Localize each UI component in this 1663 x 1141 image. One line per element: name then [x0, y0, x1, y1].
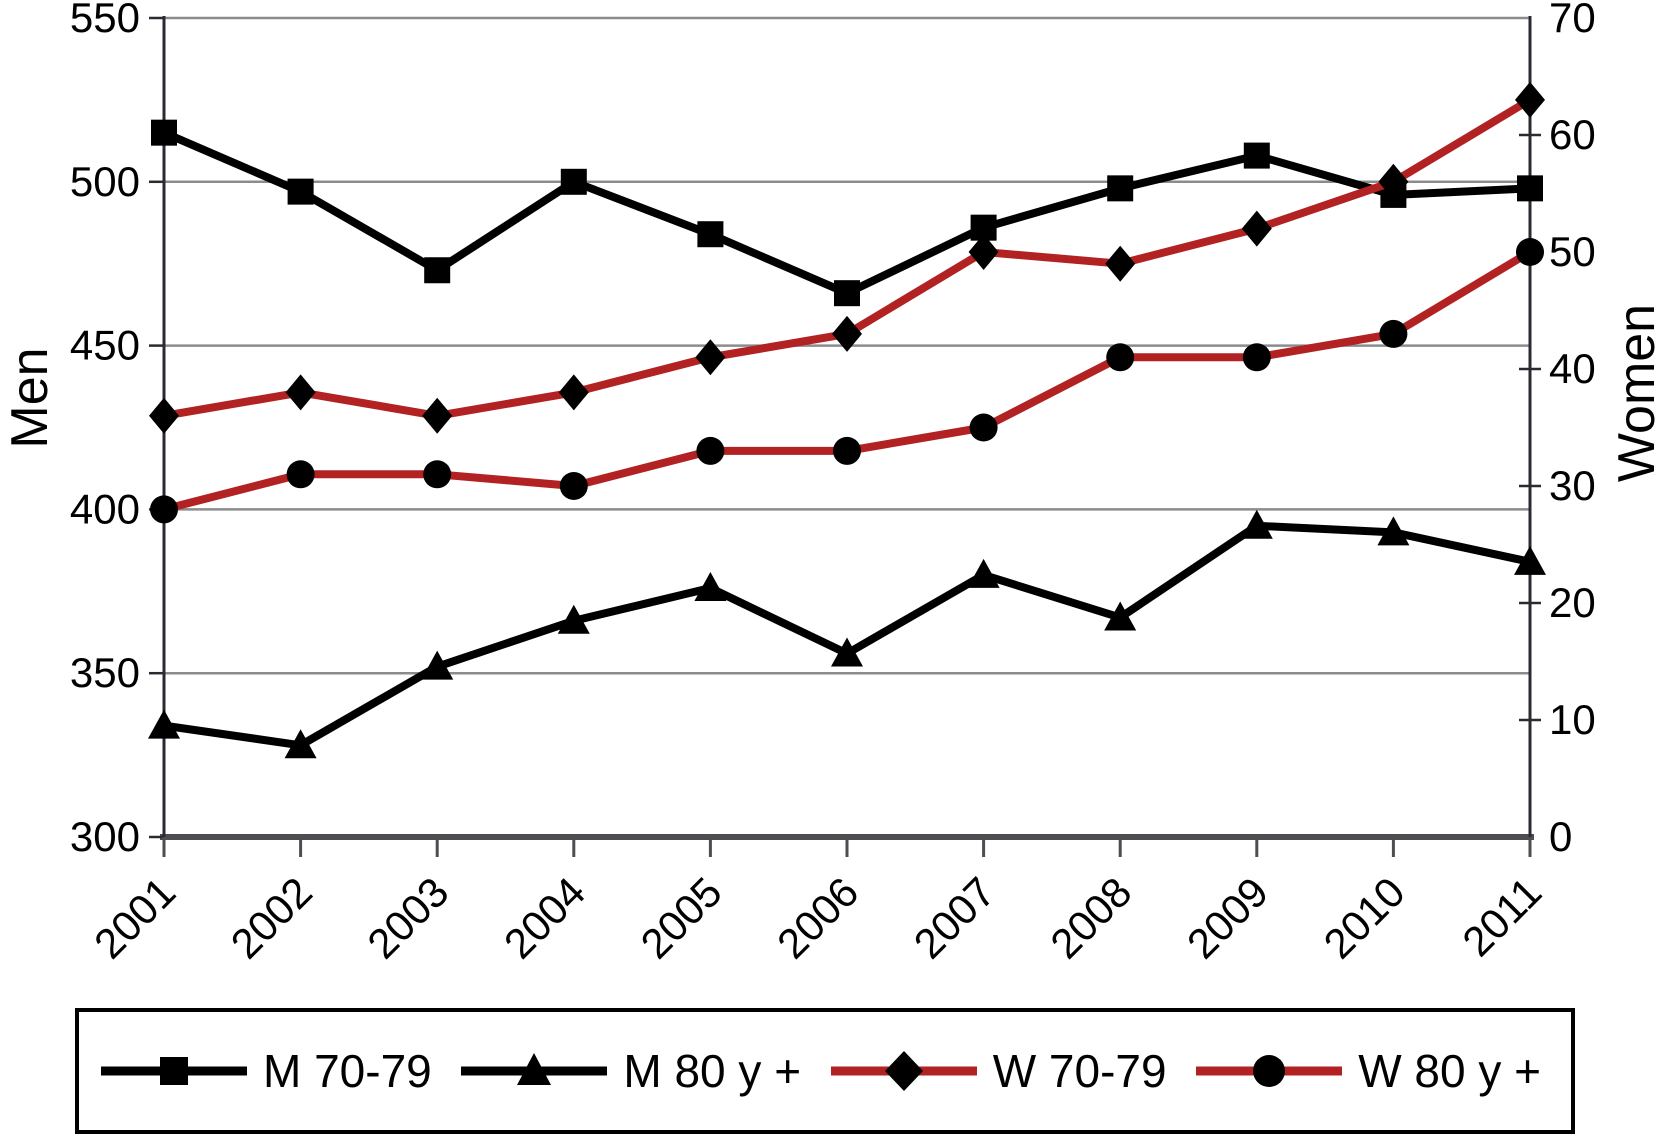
- x-axis-year-label: 2003: [358, 868, 457, 967]
- circle-marker-icon: [969, 413, 998, 442]
- series-line-w-70-79: [160, 95, 1534, 420]
- circle-marker-icon: [833, 436, 861, 465]
- diamond-marker-icon: [1515, 81, 1545, 118]
- diamond-marker-icon: [1378, 163, 1409, 200]
- x-axis-year-label: 2004: [495, 868, 594, 967]
- triangle-marker-icon: [284, 729, 317, 759]
- square-marker-icon: [287, 178, 314, 205]
- square-marker-icon: [424, 257, 451, 284]
- circle-marker-icon: [1106, 343, 1135, 372]
- legend-line-circle-icon: [1196, 1055, 1343, 1087]
- x-axis-year-label: 2008: [1041, 868, 1140, 967]
- square-marker-icon: [1517, 175, 1543, 202]
- legend-label: W 80 y +: [1358, 1045, 1541, 1097]
- diamond-marker-icon: [285, 374, 316, 411]
- x-axis-year-label: 2010: [1314, 868, 1413, 967]
- legend-label: M 70-79: [263, 1045, 432, 1097]
- triangle-marker-icon: [694, 572, 727, 602]
- diamond-marker-icon: [968, 234, 999, 270]
- legend-item-w-70-79: W 70-79: [829, 1044, 1167, 1098]
- circle-marker-icon: [1516, 238, 1544, 266]
- triangle-marker-icon: [517, 1053, 552, 1085]
- square-marker-icon: [1107, 175, 1134, 202]
- triangle-marker-icon: [1240, 509, 1273, 539]
- legend-line-triangle-icon: [461, 1053, 608, 1085]
- legend-item-m-70-79: M 70-79: [99, 1044, 432, 1098]
- legend: M 70-79 M 80 y + W 70-79 W 80 y +: [75, 1008, 1575, 1134]
- right-axis-tick-label: 30: [1549, 462, 1596, 509]
- x-axis-year-label: 2006: [768, 868, 867, 967]
- right-axis-tick-label: 10: [1549, 696, 1596, 743]
- diamond-marker-icon: [1105, 245, 1136, 282]
- diamond-marker-icon: [884, 1051, 923, 1091]
- diamond-marker-icon: [695, 339, 726, 376]
- diamond-marker-icon: [1241, 210, 1272, 247]
- triangle-marker-icon: [1377, 516, 1410, 546]
- legend-label: W 70-79: [992, 1045, 1167, 1097]
- triangle-marker-icon: [831, 637, 863, 667]
- diamond-marker-icon: [422, 397, 453, 434]
- square-marker-icon: [151, 119, 177, 146]
- series-line-m-80-y-: [160, 521, 1534, 750]
- circle-marker-icon: [696, 436, 725, 465]
- triangle-marker-icon: [148, 709, 180, 739]
- right-axis-tick-label: 50: [1549, 228, 1596, 275]
- circle-marker-icon: [559, 472, 588, 500]
- triangle-marker-icon: [557, 604, 590, 634]
- triangle-marker-icon: [1514, 545, 1546, 575]
- square-marker-icon: [834, 280, 860, 307]
- left-axis-tick-label: 500: [70, 158, 140, 205]
- triangle-marker-icon: [421, 650, 454, 680]
- diamond-marker-icon: [149, 397, 179, 434]
- square-marker-icon: [560, 168, 587, 195]
- legend-line-diamond-icon: [830, 1051, 977, 1091]
- triangle-marker-icon: [1104, 601, 1137, 631]
- x-axis-year-label: 2007: [905, 868, 1004, 967]
- right-axis-tick-label: 20: [1549, 579, 1596, 626]
- circle-marker-icon: [150, 495, 178, 524]
- left-axis-tick-label: 300: [70, 813, 140, 860]
- diamond-marker-icon: [558, 374, 589, 411]
- left-axis-tick-label: 350: [70, 649, 140, 696]
- circle-marker-icon: [1253, 1055, 1286, 1087]
- legend-item-w-80-plus: W 80 y +: [1194, 1044, 1541, 1098]
- legend-label: M 80 y +: [623, 1045, 802, 1097]
- series-line-m-70-79: [160, 128, 1534, 298]
- square-marker-icon: [1243, 142, 1270, 169]
- left-axis-title: Men: [1, 347, 59, 449]
- left-axis-tick-label: 550: [70, 0, 140, 41]
- circle-marker-icon: [286, 460, 315, 489]
- square-marker-icon: [697, 221, 724, 248]
- x-axis-year-label: 2005: [631, 868, 730, 967]
- legend-line-square-icon: [101, 1057, 247, 1085]
- left-axis-tick-label: 450: [70, 322, 140, 369]
- circle-marker-icon: [1242, 343, 1271, 372]
- triangle-marker-icon: [967, 558, 1000, 588]
- x-axis-year-label: 2002: [222, 868, 321, 967]
- left-axis-tick-label: 400: [70, 485, 140, 532]
- circle-marker-icon: [423, 460, 452, 489]
- diamond-marker-icon: [832, 315, 862, 352]
- x-axis-year-label: 2011: [1453, 868, 1550, 965]
- square-marker-icon: [160, 1057, 188, 1085]
- x-axis-year-label: 2009: [1178, 868, 1277, 967]
- right-axis-title: Women: [1608, 303, 1663, 483]
- circle-marker-icon: [1379, 319, 1408, 348]
- right-axis-tick-label: 70: [1549, 0, 1596, 41]
- right-axis-tick-label: 0: [1549, 813, 1572, 860]
- legend-item-m-80-plus: M 80 y +: [459, 1044, 801, 1098]
- x-axis-year-label: 2001: [85, 868, 184, 967]
- right-axis-tick-label: 40: [1549, 345, 1596, 392]
- right-axis-tick-label: 60: [1549, 111, 1596, 158]
